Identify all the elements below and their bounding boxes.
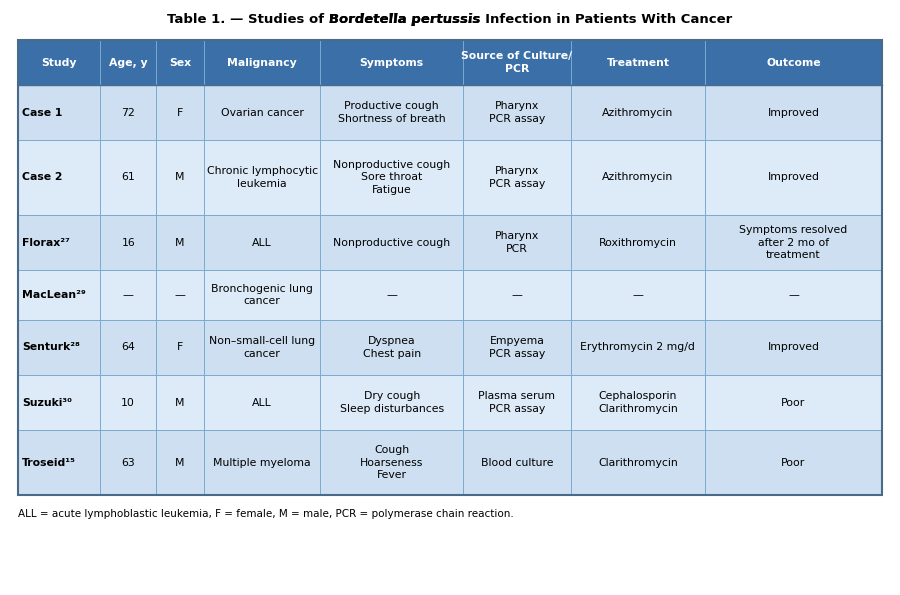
Text: Treatment: Treatment — [607, 58, 670, 67]
Text: Empyema
PCR assay: Empyema PCR assay — [489, 336, 545, 359]
Bar — [18, 40, 882, 85]
Text: 64: 64 — [122, 343, 135, 352]
Text: Poor: Poor — [781, 397, 806, 408]
Text: Symptoms resolved
after 2 mo of
treatment: Symptoms resolved after 2 mo of treatmen… — [739, 225, 848, 260]
Text: Symptoms: Symptoms — [360, 58, 424, 67]
Text: Pharynx
PCR: Pharynx PCR — [495, 231, 539, 253]
Bar — [18, 85, 882, 140]
Text: MacLean²⁹: MacLean²⁹ — [22, 290, 86, 300]
Text: Roxithromycin: Roxithromycin — [599, 237, 677, 248]
Text: Improved: Improved — [768, 173, 819, 183]
Bar — [18, 140, 882, 215]
Text: 16: 16 — [122, 237, 135, 248]
Text: Azithromycin: Azithromycin — [602, 108, 673, 117]
Text: ALL: ALL — [252, 397, 272, 408]
Text: 63: 63 — [122, 458, 135, 468]
Text: Case 2: Case 2 — [22, 173, 62, 183]
Bar — [18, 430, 882, 495]
Text: ALL: ALL — [252, 237, 272, 248]
Text: Improved: Improved — [768, 343, 819, 352]
Text: Senturk²⁸: Senturk²⁸ — [22, 343, 80, 352]
Text: —: — — [788, 290, 799, 300]
Text: ALL = acute lymphoblastic leukemia, F = female, M = male, PCR = polymerase chain: ALL = acute lymphoblastic leukemia, F = … — [18, 509, 514, 519]
Text: Poor: Poor — [781, 458, 806, 468]
Text: Dyspnea
Chest pain: Dyspnea Chest pain — [363, 336, 420, 359]
Text: 10: 10 — [122, 397, 135, 408]
Text: M: M — [176, 397, 184, 408]
Text: Florax²⁷: Florax²⁷ — [22, 237, 70, 248]
Text: Clarithromycin: Clarithromycin — [598, 458, 678, 468]
Text: Table 1. — Studies of Bordetella pertussis Infection in Patients With Cancer: Table 1. — Studies of Bordetella pertuss… — [167, 14, 733, 27]
Text: Pharynx
PCR assay: Pharynx PCR assay — [489, 166, 545, 189]
Text: Cephalosporin
Clarithromycin: Cephalosporin Clarithromycin — [598, 392, 678, 414]
Text: —: — — [122, 290, 133, 300]
Text: Nonproductive cough: Nonproductive cough — [333, 237, 450, 248]
Text: Suzuki³⁰: Suzuki³⁰ — [22, 397, 72, 408]
Text: 72: 72 — [122, 108, 135, 117]
Bar — [18, 40, 882, 495]
Text: Chronic lymphocytic
leukemia: Chronic lymphocytic leukemia — [206, 166, 318, 189]
Text: Improved: Improved — [768, 108, 819, 117]
Text: Bronchogenic lung
cancer: Bronchogenic lung cancer — [212, 284, 313, 306]
Text: Non–small-cell lung
cancer: Non–small-cell lung cancer — [209, 336, 315, 359]
Text: M: M — [176, 237, 184, 248]
Bar — [18, 215, 882, 270]
Text: Age, y: Age, y — [109, 58, 148, 67]
Text: Pharynx
PCR assay: Pharynx PCR assay — [489, 101, 545, 124]
Bar — [18, 320, 882, 375]
Text: Dry cough
Sleep disturbances: Dry cough Sleep disturbances — [339, 392, 444, 414]
Text: 61: 61 — [122, 173, 135, 183]
Text: M: M — [176, 458, 184, 468]
Bar — [18, 375, 882, 430]
Text: Multiple myeloma: Multiple myeloma — [213, 458, 310, 468]
Text: Bordetella pertussis: Bordetella pertussis — [329, 14, 481, 27]
Text: Case 1: Case 1 — [22, 108, 62, 117]
Text: F: F — [177, 108, 183, 117]
Text: M: M — [176, 173, 184, 183]
Text: —: — — [175, 290, 185, 300]
Text: F: F — [177, 343, 183, 352]
Text: —: — — [386, 290, 397, 300]
Text: —: — — [633, 290, 643, 300]
Text: Cough
Hoarseness
Fever: Cough Hoarseness Fever — [360, 445, 423, 480]
Text: Blood culture: Blood culture — [481, 458, 554, 468]
Text: Study: Study — [41, 58, 76, 67]
Bar — [18, 270, 882, 320]
Text: Plasma serum
PCR assay: Plasma serum PCR assay — [479, 392, 555, 414]
Text: Troseid¹⁵: Troseid¹⁵ — [22, 458, 76, 468]
Text: Nonproductive cough
Sore throat
Fatigue: Nonproductive cough Sore throat Fatigue — [333, 160, 450, 195]
Text: —: — — [511, 290, 522, 300]
Text: Erythromycin 2 mg/d: Erythromycin 2 mg/d — [580, 343, 696, 352]
Text: Azithromycin: Azithromycin — [602, 173, 673, 183]
Text: Productive cough
Shortness of breath: Productive cough Shortness of breath — [338, 101, 446, 124]
Text: Ovarian cancer: Ovarian cancer — [220, 108, 303, 117]
Text: Source of Culture/
PCR: Source of Culture/ PCR — [462, 51, 572, 74]
Text: Malignancy: Malignancy — [227, 58, 297, 67]
Text: Outcome: Outcome — [766, 58, 821, 67]
Text: Sex: Sex — [169, 58, 191, 67]
